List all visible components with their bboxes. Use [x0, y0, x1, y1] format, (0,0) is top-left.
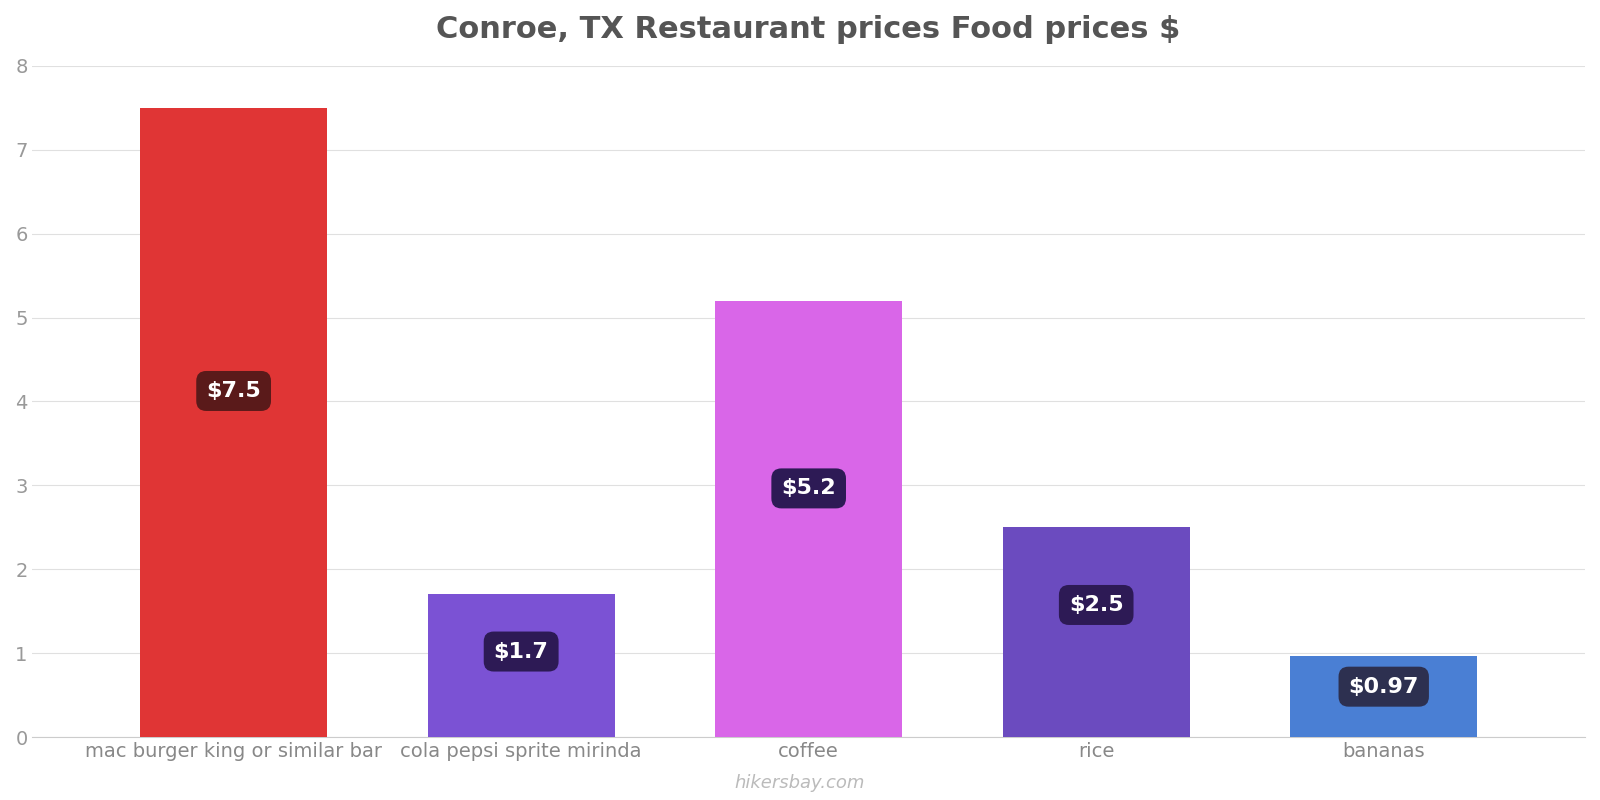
- Bar: [141, 108, 326, 737]
- Text: $0.97: $0.97: [1349, 677, 1419, 697]
- Title: Conroe, TX Restaurant prices Food prices $: Conroe, TX Restaurant prices Food prices…: [437, 15, 1181, 44]
- Text: $1.7: $1.7: [494, 642, 549, 662]
- Bar: [427, 594, 614, 737]
- Text: $2.5: $2.5: [1069, 595, 1123, 615]
- Text: $5.2: $5.2: [781, 478, 835, 498]
- Text: $7.5: $7.5: [206, 381, 261, 401]
- Bar: [1290, 656, 1477, 737]
- Text: hikersbay.com: hikersbay.com: [734, 774, 866, 792]
- Bar: [1003, 527, 1190, 737]
- Bar: [715, 301, 902, 737]
